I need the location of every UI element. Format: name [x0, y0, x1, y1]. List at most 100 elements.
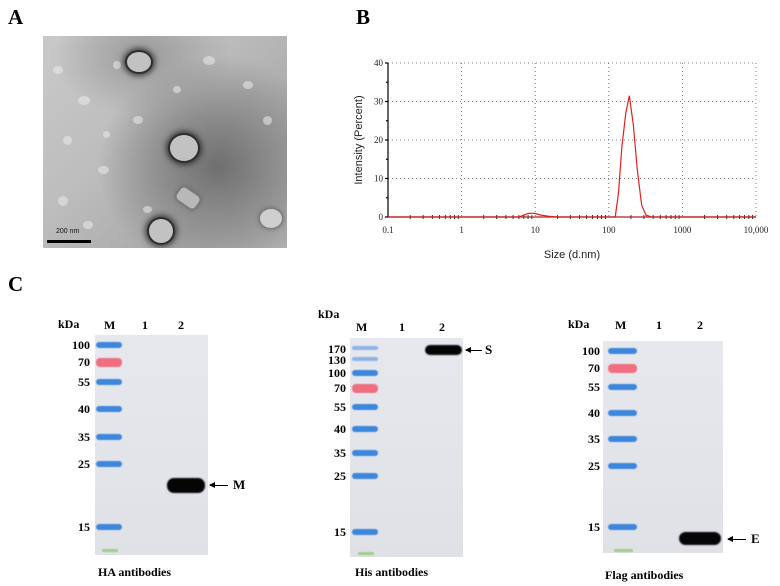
y-tick-label: 10: [374, 174, 384, 184]
marker-band-25kda: [96, 461, 122, 467]
marker-band-40kda: [96, 406, 122, 412]
lane-1-his: 1: [399, 320, 405, 334]
marker-label-100kda: 100: [72, 338, 90, 352]
marker-band-170kda: [352, 346, 378, 350]
marker-label-55kda: 55: [78, 375, 90, 389]
marker-band-green: [102, 549, 118, 552]
x-tick-label: 1: [459, 225, 464, 235]
lane-m-ha: M: [104, 318, 116, 332]
vlp-particle: [127, 52, 151, 72]
marker-band-15kda: [352, 529, 378, 535]
y-tick-label: 20: [374, 135, 384, 145]
marker-label-15kda: 15: [334, 525, 346, 539]
band-label-e: E: [751, 531, 760, 546]
lane-1-flag: 1: [656, 318, 662, 332]
x-tick-label: 1000: [673, 225, 692, 235]
vlp-particle: [149, 219, 173, 243]
band-label-m: M: [233, 477, 246, 492]
arrow-icon: [465, 347, 482, 353]
marker-label-25kda: 25: [334, 469, 346, 483]
lane-2-his: 2: [439, 320, 445, 334]
marker-band-15kda: [96, 524, 122, 530]
marker-label-55kda: 55: [588, 380, 600, 394]
y-axis-title: Intensity (Percent): [353, 95, 365, 184]
y-tick-label: 40: [374, 58, 384, 68]
x-tick-label: 10: [531, 225, 541, 235]
aggregate: [174, 185, 202, 211]
caption-his: His antibodies: [355, 565, 429, 579]
marker-label-35kda: 35: [78, 430, 90, 444]
marker-label-35kda: 35: [334, 446, 346, 460]
s-protein-band: [425, 345, 462, 355]
marker-label-70kda: 70: [334, 381, 346, 395]
panel-label-a: A: [8, 5, 24, 29]
caption-flag: Flag antibodies: [605, 568, 684, 582]
marker-band-25kda: [608, 463, 637, 469]
kda-label-his: kDa: [318, 307, 340, 321]
flag-blot: [603, 341, 723, 553]
marker-band-70kda: [608, 364, 637, 373]
intensity-curve: [388, 95, 756, 218]
kda-label-ha: kDa: [58, 317, 80, 331]
marker-band-70kda: [352, 384, 378, 393]
x-tick-label: 0.1: [382, 225, 393, 235]
m-protein-band: [167, 478, 205, 493]
lane-2-flag: 2: [697, 318, 703, 332]
marker-band-130kda: [352, 357, 378, 361]
marker-label-25kda: 25: [588, 459, 600, 473]
marker-band-100kda: [608, 348, 637, 354]
marker-band-55kda: [352, 404, 378, 410]
marker-band-green: [358, 552, 374, 555]
marker-band-40kda: [352, 426, 378, 432]
band-label-s: S: [485, 342, 493, 357]
kda-label-flag: kDa: [568, 317, 590, 331]
arrow-icon: [209, 482, 228, 488]
y-tick-label: 0: [379, 212, 384, 222]
marker-band-15kda: [608, 524, 637, 530]
marker-band-35kda: [96, 434, 122, 440]
lane-m-flag: M: [615, 318, 627, 332]
x-tick-label: 100: [602, 225, 616, 235]
lane-1-ha: 1: [142, 318, 148, 332]
tem-micrograph: 200 nm: [43, 36, 287, 248]
vlp-particle: [260, 209, 282, 228]
marker-band-35kda: [608, 436, 637, 442]
marker-band-70kda: [96, 358, 122, 367]
marker-label-40kda: 40: [334, 422, 346, 436]
marker-label-100kda: 100: [582, 344, 600, 358]
x-tick-label: 10,000: [744, 225, 769, 235]
x-axis-title: Size (d.nm): [544, 249, 600, 261]
marker-label-40kda: 40: [78, 402, 90, 416]
marker-band-100kda: [352, 370, 378, 376]
marker-band-40kda: [608, 410, 637, 416]
caption-ha: HA antibodies: [98, 565, 172, 579]
marker-label-15kda: 15: [78, 520, 90, 534]
marker-label-25kda: 25: [78, 457, 90, 471]
ha-blot: [95, 335, 208, 555]
dls-size-chart: 0.1 1 10 100 1000 10,000 0 10 20 30 40 Intensity …: [353, 58, 769, 261]
marker-band-100kda: [96, 342, 122, 348]
arrow-icon: [727, 536, 746, 542]
y-tick-label: 30: [374, 97, 384, 107]
marker-label-100kda: 100: [328, 366, 346, 380]
marker-band-55kda: [96, 379, 122, 385]
marker-label-55kda: 55: [334, 400, 346, 414]
marker-label-70kda: 70: [78, 355, 90, 369]
panel-label-b: B: [356, 5, 371, 29]
lane-m-his: M: [356, 320, 368, 334]
marker-band-25kda: [352, 473, 378, 479]
vlp-particle: [170, 135, 198, 161]
marker-band-35kda: [352, 450, 378, 456]
scale-bar-label: 200 nm: [56, 228, 80, 235]
e-protein-band: [679, 532, 721, 545]
marker-label-35kda: 35: [588, 432, 600, 446]
marker-label-170kda: 170: [328, 342, 346, 356]
marker-band-green: [614, 549, 633, 552]
marker-label-70kda: 70: [588, 361, 600, 375]
panel-label-c: C: [8, 272, 24, 296]
marker-label-15kda: 15: [588, 520, 600, 534]
marker-band-55kda: [608, 384, 637, 390]
marker-label-40kda: 40: [588, 406, 600, 420]
marker-label-130kda: 130: [328, 353, 346, 367]
scale-bar: [47, 240, 91, 243]
